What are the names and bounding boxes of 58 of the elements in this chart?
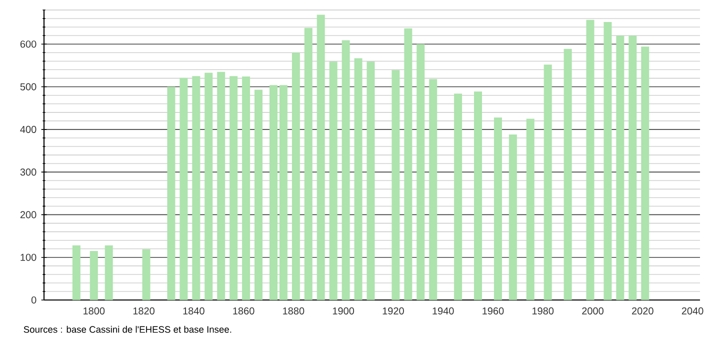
bar (217, 72, 226, 300)
bar (429, 79, 438, 300)
bar (167, 86, 176, 300)
y-tick-label: 200 (20, 211, 36, 218)
x-tick-label: 1880 (283, 307, 304, 314)
bar (329, 62, 338, 300)
bar (416, 44, 425, 300)
x-tick-label: 1960 (482, 307, 504, 314)
bar (90, 250, 98, 300)
bar (404, 28, 412, 300)
bar (104, 245, 113, 300)
x-tick-label: 1980 (532, 307, 554, 314)
x-tick-label: 2040 (682, 307, 704, 314)
bar (269, 85, 278, 300)
bar (279, 85, 288, 300)
bar (494, 117, 502, 300)
x-tick-label: 1940 (432, 307, 454, 314)
bar (180, 78, 188, 300)
x-tick-label: 1860 (233, 307, 254, 314)
bar (366, 62, 375, 300)
bar (604, 22, 612, 300)
bar (641, 46, 650, 300)
bar (242, 76, 250, 300)
bar (474, 91, 482, 300)
x-tick-label: 1800 (84, 307, 105, 314)
bar (142, 249, 150, 300)
bar (392, 70, 400, 300)
bar (354, 58, 362, 300)
bar (230, 76, 238, 300)
source-note: Sources : base Cassini de l'EHESS et base Insee. (24, 326, 232, 333)
x-tick-label: 2020 (632, 307, 654, 314)
x-tick-label: 1840 (183, 307, 204, 314)
y-tick-label: 500 (20, 83, 36, 90)
bar (292, 52, 300, 300)
y-tick-label: 600 (20, 40, 36, 48)
y-tick-label: 300 (20, 168, 36, 176)
x-tick-label: 1900 (332, 307, 354, 314)
bar (342, 40, 350, 300)
y-tick-label: 0 (31, 296, 36, 304)
bar (586, 20, 594, 300)
x-tick-label: 2000 (582, 307, 604, 314)
bar (316, 14, 325, 300)
y-tick-label: 400 (20, 126, 36, 133)
bar (304, 28, 312, 300)
bar (508, 134, 517, 300)
bar (192, 76, 200, 300)
bar (72, 245, 80, 300)
x-tick-label: 1920 (382, 307, 404, 314)
bar (254, 90, 263, 300)
bar (526, 118, 534, 300)
bar (544, 64, 552, 300)
bar (204, 72, 213, 300)
bar (454, 94, 462, 300)
bar (628, 36, 637, 300)
bar (616, 36, 624, 300)
x-tick-label: 1820 (133, 307, 154, 314)
y-tick-label: 100 (20, 254, 36, 261)
bar (564, 48, 572, 300)
